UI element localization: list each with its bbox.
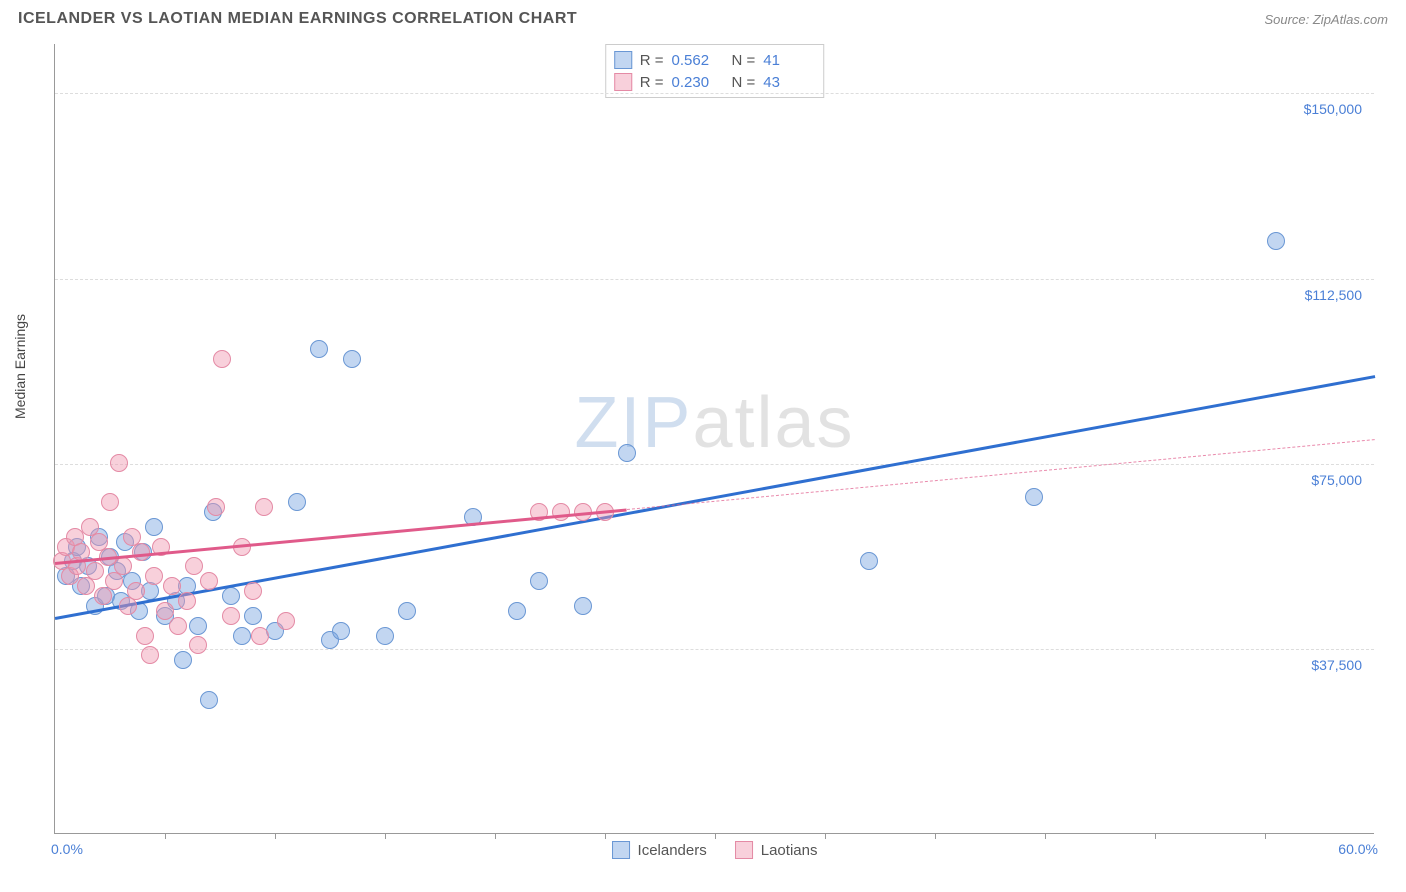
x-tick (715, 833, 716, 839)
data-point (156, 602, 174, 620)
scatter-plot: ZIPatlas R = 0.562N = 41R = 0.230N = 43 … (54, 44, 1374, 834)
x-tick (935, 833, 936, 839)
data-point (86, 562, 104, 580)
data-point (618, 444, 636, 462)
data-point (110, 454, 128, 472)
r-value: 0.562 (672, 52, 724, 69)
x-tick (605, 833, 606, 839)
data-point (101, 493, 119, 511)
data-point (343, 350, 361, 368)
stats-row: R = 0.562 N = 41 (614, 49, 816, 71)
x-tick (495, 833, 496, 839)
series-swatch (614, 73, 632, 91)
series-swatch (612, 841, 630, 859)
gridline (55, 649, 1374, 650)
data-point (163, 577, 181, 595)
data-point (200, 572, 218, 590)
x-tick (1265, 833, 1266, 839)
data-point (94, 587, 112, 605)
data-point (189, 617, 207, 635)
data-point (178, 592, 196, 610)
data-point (185, 557, 203, 575)
n-value: 43 (763, 74, 815, 91)
r-label: R = (640, 52, 664, 69)
series-swatch (614, 51, 632, 69)
x-tick (165, 833, 166, 839)
x-tick (825, 833, 826, 839)
y-tick-label: $75,000 (1311, 472, 1362, 488)
data-point (145, 518, 163, 536)
chart-container: Median Earnings ZIPatlas R = 0.562N = 41… (18, 44, 1388, 874)
n-label: N = (732, 52, 756, 69)
gridline (55, 279, 1374, 280)
page-title: ICELANDER VS LAOTIAN MEDIAN EARNINGS COR… (18, 10, 577, 28)
data-point (552, 503, 570, 521)
x-tick (1155, 833, 1156, 839)
data-point (310, 340, 328, 358)
data-point (574, 597, 592, 615)
legend: Icelanders Laotians (612, 841, 818, 859)
data-point (141, 646, 159, 664)
data-point (398, 602, 416, 620)
gridline (55, 93, 1374, 94)
data-point (288, 493, 306, 511)
data-point (222, 607, 240, 625)
x-tick (275, 833, 276, 839)
data-point (244, 607, 262, 625)
x-max-label: 60.0% (1338, 841, 1378, 857)
legend-label: Icelanders (638, 842, 707, 859)
data-point (213, 350, 231, 368)
r-label: R = (640, 74, 664, 91)
data-point (860, 552, 878, 570)
data-point (244, 582, 262, 600)
r-value: 0.230 (672, 74, 724, 91)
trend-line-extrapolated (627, 439, 1375, 510)
data-point (255, 498, 273, 516)
data-point (114, 557, 132, 575)
y-tick-label: $112,500 (1305, 287, 1362, 303)
n-value: 41 (763, 52, 815, 69)
source-attribution: Source: ZipAtlas.com (1264, 12, 1388, 27)
data-point (332, 622, 350, 640)
data-point (189, 636, 207, 654)
data-point (169, 617, 187, 635)
data-point (1025, 488, 1043, 506)
y-tick-label: $150,000 (1304, 101, 1362, 117)
data-point (251, 627, 269, 645)
data-point (136, 627, 154, 645)
x-min-label: 0.0% (51, 841, 83, 857)
stats-row: R = 0.230 N = 43 (614, 71, 816, 93)
legend-item: Icelanders (612, 841, 707, 859)
data-point (233, 627, 251, 645)
legend-item: Laotians (735, 841, 818, 859)
data-point (530, 572, 548, 590)
y-axis-label: Median Earnings (12, 314, 28, 419)
data-point (145, 567, 163, 585)
data-point (207, 498, 225, 516)
x-tick (385, 833, 386, 839)
series-swatch (735, 841, 753, 859)
correlation-stats-box: R = 0.562 N = 41 R = 0.230 N = 43 (605, 44, 825, 98)
watermark: ZIPatlas (574, 382, 854, 464)
data-point (132, 543, 150, 561)
gridline (55, 464, 1374, 465)
data-point (1267, 232, 1285, 250)
data-point (277, 612, 295, 630)
data-point (174, 651, 192, 669)
legend-label: Laotians (761, 842, 818, 859)
data-point (200, 691, 218, 709)
x-tick (1045, 833, 1046, 839)
n-label: N = (732, 74, 756, 91)
data-point (127, 582, 145, 600)
data-point (508, 602, 526, 620)
data-point (222, 587, 240, 605)
y-tick-label: $37,500 (1311, 657, 1362, 673)
data-point (376, 627, 394, 645)
